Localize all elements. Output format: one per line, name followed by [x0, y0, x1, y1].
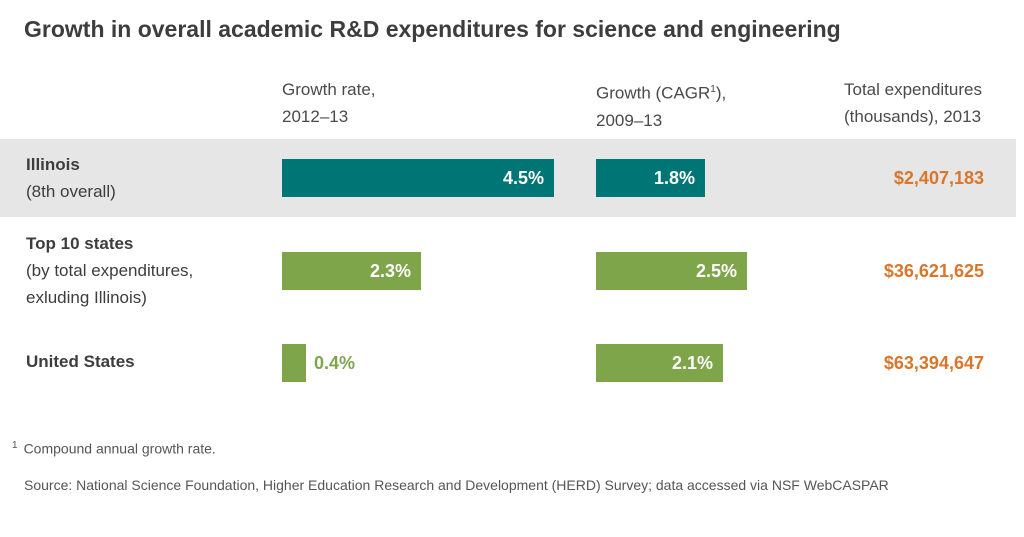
footnote-marker: 1: [12, 440, 18, 451]
bar-growth-illinois: [282, 159, 554, 197]
total-top10: $36,621,625: [883, 261, 984, 281]
footnote: 1 Compound annual growth rate.: [12, 440, 216, 457]
row-illinois: Illinois (8th overall) 4.5% 1.8% $2,407,…: [0, 139, 1016, 217]
header-total: Total expenditures (thousands), 2013: [844, 76, 982, 130]
total-illinois: $2,407,183: [893, 168, 984, 188]
row-top10: Top 10 states (by total expenditures, ex…: [0, 217, 1016, 317]
header-growth-rate-line2: 2012–13: [282, 107, 349, 126]
header-cagr-line1b: ),: [715, 83, 727, 103]
bar-cagr-top10: [596, 252, 747, 290]
bar-cagr-us: [596, 344, 723, 382]
chart-title: Growth in overall academic R&D expenditu…: [24, 16, 841, 42]
bar-growth-us: [282, 344, 306, 382]
bar-label-growth-us: 0.4%: [314, 353, 356, 373]
row-us-main: United States: [26, 352, 135, 371]
total-us: $63,394,647: [883, 353, 984, 373]
bar-label-growth-top10: 2.3%: [369, 261, 411, 281]
header-growth-rate-line1: Growth rate,: [282, 80, 376, 99]
row-label-top10: Top 10 states (by total expenditures, ex…: [26, 230, 193, 311]
row-illinois-sub: (8th overall): [26, 182, 116, 201]
header-total-line2: (thousands), 2013: [844, 107, 982, 126]
header-cagr-sup: 1: [710, 84, 716, 95]
row-top10-sub2: exluding Illinois): [26, 288, 147, 307]
source-note: Source: National Science Foundation, Hig…: [24, 477, 889, 493]
bar-label-cagr-top10: 2.5%: [695, 261, 737, 281]
bar-growth-top10: [282, 252, 421, 290]
row-top10-main: Top 10 states: [26, 234, 134, 253]
bar-label-cagr-illinois: 1.8%: [653, 168, 695, 188]
bar-label-growth-illinois: 4.5%: [502, 168, 544, 188]
header-cagr-line1a: Growth (CAGR: [596, 83, 711, 103]
header-cagr: Growth (CAGR1), 2009–13: [596, 76, 726, 134]
bar-cagr-illinois: [596, 159, 705, 197]
row-us: United States 0.4% 2.1% $63,394,647: [0, 317, 1016, 407]
footnote-text: Compound annual growth rate.: [23, 440, 216, 457]
header-growth-rate: Growth rate, 2012–13: [282, 76, 376, 130]
row-label-illinois: Illinois (8th overall): [26, 151, 116, 205]
header-cagr-line2: 2009–13: [596, 110, 663, 130]
row-label-us: United States: [26, 348, 135, 375]
header-total-line1: Total expenditures: [844, 80, 982, 99]
row-top10-sub1: (by total expenditures,: [26, 261, 194, 280]
row-illinois-main: Illinois: [26, 155, 80, 174]
bar-label-cagr-us: 2.1%: [671, 353, 713, 373]
